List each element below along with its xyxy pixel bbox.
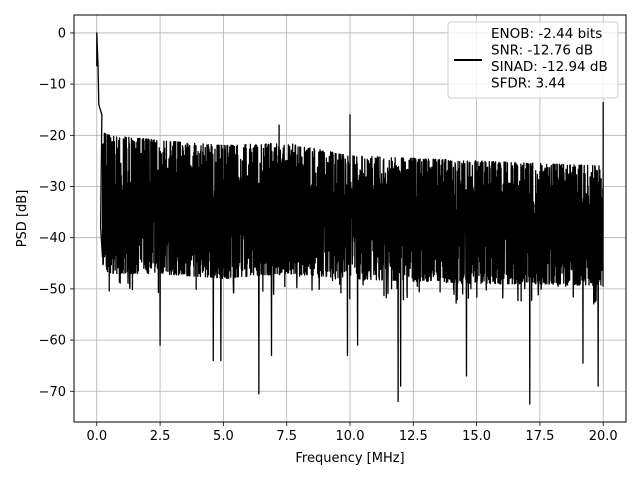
x-tick-label: 20.0 bbox=[589, 429, 618, 444]
legend-sinad: SINAD: -12.94 dB bbox=[491, 59, 608, 75]
y-tick-label: −70 bbox=[39, 385, 66, 400]
y-tick-label: −30 bbox=[39, 180, 66, 195]
y-tick-label: −50 bbox=[39, 282, 66, 297]
x-axis-label: Frequency [MHz] bbox=[295, 451, 404, 466]
y-axis-ticks: 0 −10 −20 −30 −40 −50 −60 −70 bbox=[39, 26, 74, 400]
series-psd bbox=[96, 32, 604, 405]
x-tick-label: 12.5 bbox=[399, 429, 428, 444]
psd-line bbox=[96, 32, 604, 405]
y-axis-label: PSD [dB] bbox=[15, 190, 30, 248]
legend: ENOB: -2.44 bits SNR: -12.76 dB SINAD: -… bbox=[447, 21, 619, 99]
x-tick-label: 10.0 bbox=[336, 429, 365, 444]
y-tick-label: 0 bbox=[58, 26, 66, 41]
x-tick-label: 5.0 bbox=[213, 429, 234, 444]
x-tick-label: 17.5 bbox=[525, 429, 554, 444]
x-axis-ticks: 0.0 2.5 5.0 7.5 10.0 12.5 15.0 17.5 20.0 bbox=[86, 422, 618, 444]
x-tick-label: 15.0 bbox=[462, 429, 491, 444]
x-tick-label: 7.5 bbox=[276, 429, 297, 444]
y-tick-label: −60 bbox=[39, 334, 66, 349]
y-tick-label: −10 bbox=[39, 78, 66, 93]
x-tick-label: 0.0 bbox=[86, 429, 107, 444]
legend-snr: SNR: -12.76 dB bbox=[491, 43, 593, 59]
legend-sfdr: SFDR: 3.44 bbox=[491, 76, 566, 92]
y-tick-label: −20 bbox=[39, 129, 66, 144]
x-tick-label: 2.5 bbox=[150, 429, 171, 444]
y-tick-label: −40 bbox=[39, 231, 66, 246]
legend-enob: ENOB: -2.44 bits bbox=[491, 26, 602, 42]
legend-box bbox=[447, 21, 619, 99]
